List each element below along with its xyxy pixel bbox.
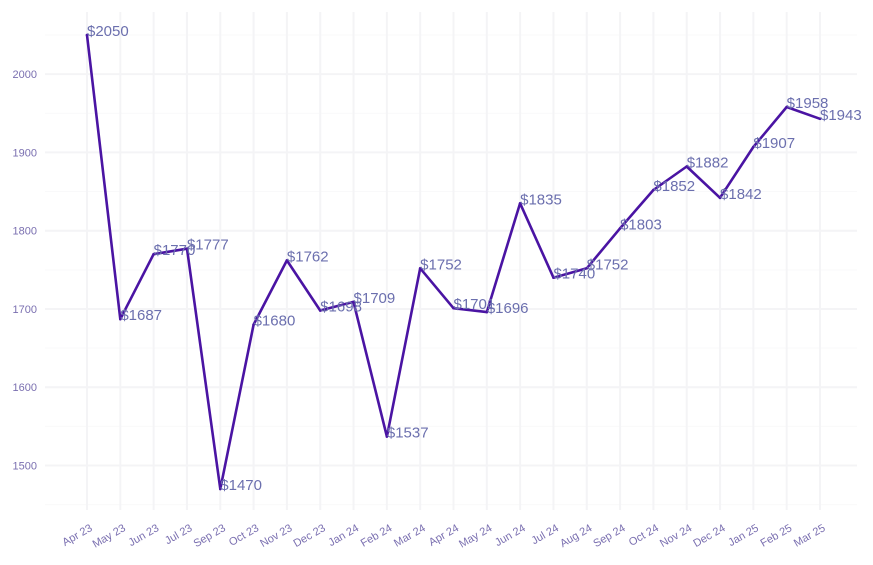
x-tick-label: Jul 23 <box>163 522 194 547</box>
data-label: $1882 <box>687 155 729 172</box>
y-tick-label: 1900 <box>13 147 37 159</box>
x-tick-label: Aug 24 <box>558 522 594 550</box>
y-tick-label: 2000 <box>13 69 37 81</box>
y-tick-label: 1600 <box>13 382 37 394</box>
data-point <box>585 266 589 270</box>
y-axis-ticks: 1500 1600 1700 1800 1900 2000 <box>13 69 37 472</box>
data-point <box>752 145 755 149</box>
x-tick-label: Feb 24 <box>359 522 395 550</box>
data-label: $1470 <box>220 477 262 494</box>
x-tick-label: Mar 24 <box>392 522 428 550</box>
data-label: $1752 <box>587 256 629 273</box>
data-label: $1852 <box>653 178 695 195</box>
data-point <box>185 247 189 250</box>
x-tick-label: Apr 23 <box>60 522 94 549</box>
x-tick-label: Sep 23 <box>192 522 228 550</box>
data-label: $1762 <box>287 248 329 265</box>
data-label: $2050 <box>87 23 129 40</box>
x-tick-label: Dec 24 <box>691 522 727 550</box>
data-point <box>119 317 122 321</box>
data-point <box>485 310 489 314</box>
data-point <box>285 259 289 262</box>
data-point <box>452 306 455 310</box>
data-label: $1907 <box>753 135 795 152</box>
data-point <box>252 323 255 326</box>
data-label: $1537 <box>387 425 429 442</box>
data-point <box>385 435 389 438</box>
data-label: $1777 <box>187 237 229 254</box>
data-point <box>418 266 422 270</box>
data-label: $1709 <box>354 290 396 307</box>
data-point <box>85 33 89 37</box>
data-point <box>785 105 788 109</box>
x-tick-label: Jan 24 <box>326 522 361 549</box>
data-point <box>618 227 622 230</box>
x-tick-label: Sep 24 <box>591 522 627 550</box>
data-label-layer: $2050 $1687 $1770$1777 $1470 $1680 $1762 $1698… <box>87 23 862 494</box>
data-label: $1698 <box>320 299 362 316</box>
data-label: $1701 <box>454 296 496 313</box>
data-label: $1842 <box>720 186 762 203</box>
x-tick-label: May 23 <box>91 522 128 550</box>
x-tick-label: Apr 24 <box>427 522 461 549</box>
x-tick-label: Jul 24 <box>530 522 561 547</box>
data-label: $1680 <box>254 313 296 330</box>
data-label: $1740 <box>553 266 595 283</box>
data-point <box>552 276 555 279</box>
x-tick-label: Nov 24 <box>658 522 694 550</box>
y-tick-label: 1500 <box>13 461 37 473</box>
data-label: $1687 <box>120 307 162 324</box>
data-label: $1696 <box>487 300 529 317</box>
data-label: $1958 <box>787 95 829 112</box>
x-tick-label: Oct 23 <box>227 522 261 549</box>
data-point <box>318 309 322 312</box>
data-point <box>685 165 689 168</box>
x-tick-label: Feb 25 <box>759 522 795 550</box>
data-label: $1835 <box>520 191 562 208</box>
x-tick-label: Jan 25 <box>726 522 761 549</box>
data-label: $1803 <box>620 216 662 233</box>
data-point <box>818 117 822 121</box>
x-tick-label: Oct 24 <box>627 522 661 549</box>
data-point <box>718 196 722 200</box>
x-tick-label: Nov 23 <box>258 522 294 550</box>
y-tick-label: 1700 <box>13 304 37 316</box>
data-point <box>218 487 222 491</box>
x-tick-label: Mar 25 <box>792 522 828 550</box>
data-label: $1943 <box>820 107 862 124</box>
data-point <box>652 188 655 192</box>
x-tick-label: Dec 23 <box>292 522 328 550</box>
x-tick-label: Jun 23 <box>127 522 162 549</box>
series-line-layer <box>85 33 822 491</box>
x-tick-label: Jun 24 <box>493 522 528 549</box>
grid-layer <box>45 12 857 510</box>
data-label: $1770 <box>154 242 196 259</box>
data-point <box>352 300 355 304</box>
data-label: $1752 <box>420 256 462 273</box>
x-tick-label: May 24 <box>457 522 494 550</box>
data-point <box>518 201 522 205</box>
y-tick-label: 1800 <box>13 226 37 238</box>
data-point <box>152 252 155 256</box>
